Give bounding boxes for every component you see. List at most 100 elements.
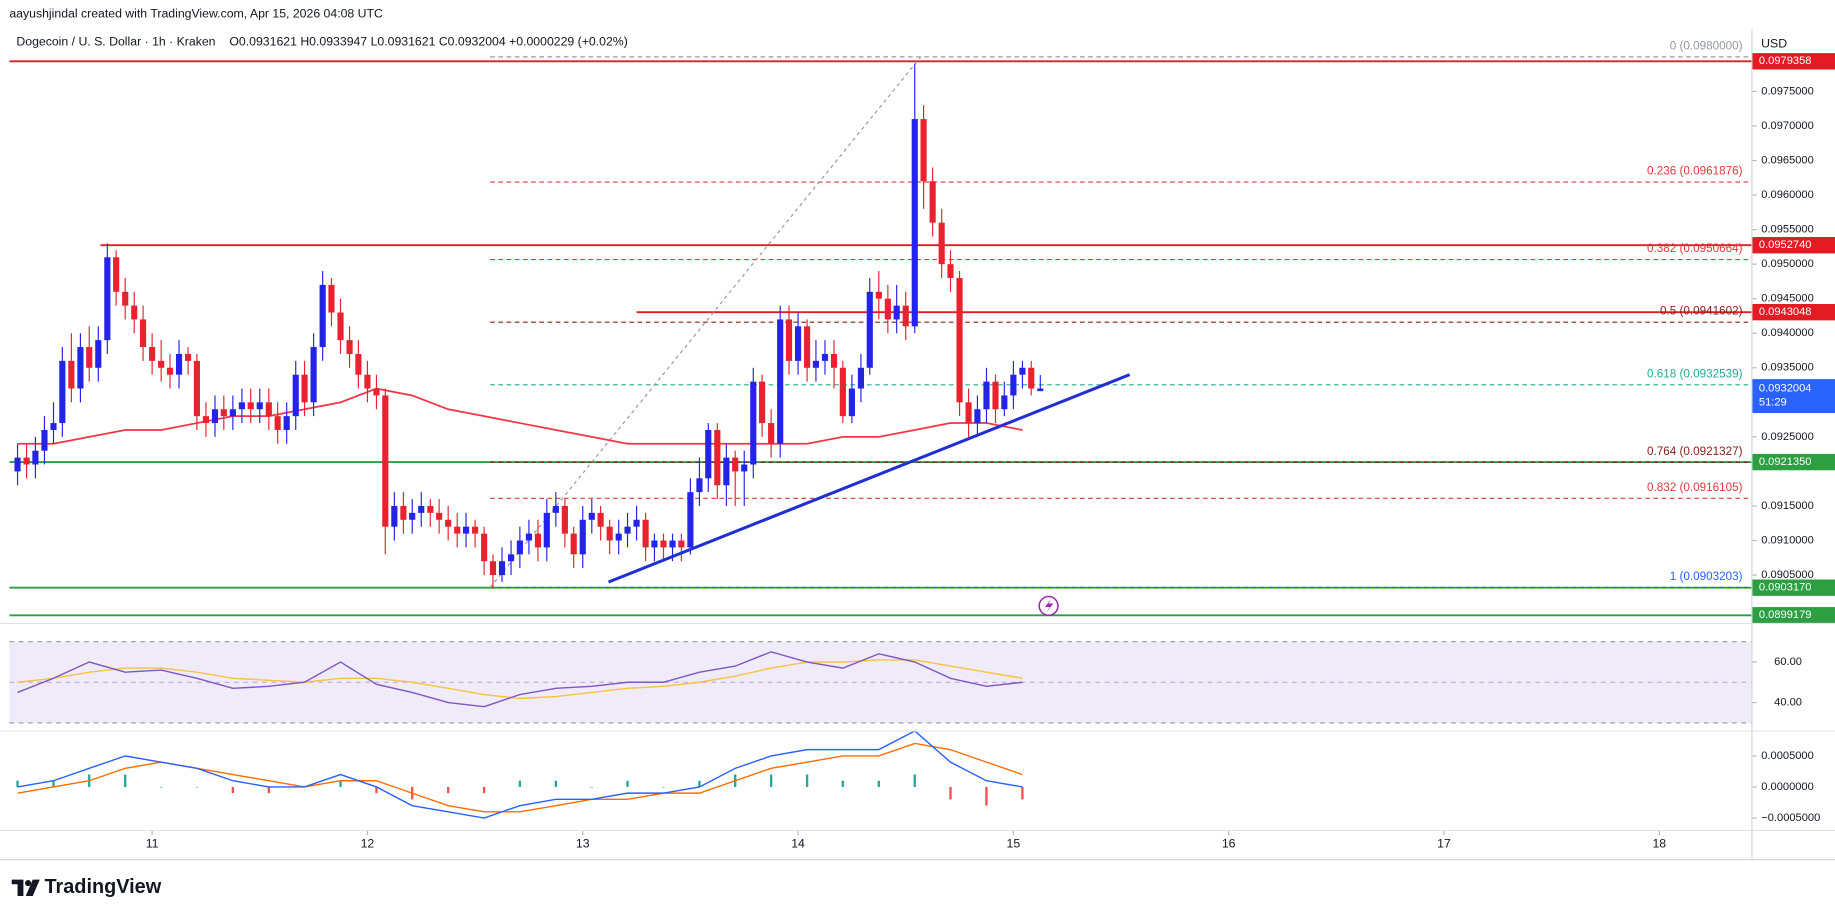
candle-body	[606, 526, 613, 541]
y-tick-label: 0.0915000	[1761, 500, 1814, 512]
candle-body	[857, 367, 865, 389]
candle-body	[77, 347, 84, 389]
candle-body	[821, 353, 829, 361]
level-tag-label: 0.0921350	[1759, 456, 1812, 468]
macd-histogram-bar	[769, 774, 773, 787]
x-tick-label: 18	[1652, 837, 1666, 851]
macd-histogram-bar	[124, 774, 127, 787]
candle-body	[785, 319, 793, 361]
candle-body	[983, 381, 990, 410]
x-tick-label: 13	[576, 837, 590, 851]
countdown: 51:29	[1759, 396, 1787, 408]
y-tick-label: 0.0940000	[1761, 327, 1814, 339]
ohlc-readout: O0.0931621 H0.0933947 L0.0931621 C0.0932…	[229, 34, 627, 48]
candle-body	[759, 381, 766, 424]
candle-body	[714, 429, 721, 486]
macd-histogram-bar	[231, 786, 235, 794]
fib-label: 0.832 (0.0916105)	[1647, 481, 1743, 494]
macd-histogram-bar	[267, 786, 270, 794]
candle-body	[229, 409, 236, 417]
candle-body	[534, 533, 542, 548]
x-tick-label: 15	[1007, 837, 1021, 851]
candle-body	[848, 388, 855, 417]
rsi-tick-label: 40.00	[1774, 697, 1802, 709]
candle-body	[794, 326, 802, 361]
candle-body	[113, 257, 120, 292]
candle-body	[561, 505, 568, 534]
trendline	[607, 373, 1131, 584]
y-tick-label: 0.0925000	[1761, 431, 1814, 443]
macd-histogram-bar	[913, 774, 916, 787]
candle-body	[489, 561, 497, 576]
macd-histogram-bar	[16, 780, 19, 787]
macd-histogram-bar	[590, 786, 593, 788]
candle-body	[956, 277, 963, 403]
candle-body	[938, 222, 945, 265]
candle-body	[947, 264, 954, 278]
rsi-ma-line	[17, 659, 1023, 700]
macd-histogram-bar	[518, 780, 522, 787]
x-tick-label: 12	[361, 837, 375, 851]
candle-body	[1001, 395, 1008, 410]
bolt-icon	[1038, 595, 1059, 616]
level-tag-label: 0.0899179	[1759, 609, 1812, 621]
candle-body	[409, 512, 416, 520]
candle-body	[427, 505, 434, 513]
candle-body	[310, 347, 317, 403]
macd-tick-label: 0.0005000	[1761, 750, 1814, 762]
y-tick-label: 0.0960000	[1761, 189, 1814, 201]
logo-mark	[25, 879, 40, 896]
candle-body	[481, 533, 488, 562]
panes: 11 12 13 14 15 16 17 18 0.0975000 0.0970000 0.0965…	[9, 39, 1835, 851]
x-tick-label: 16	[1222, 837, 1236, 851]
y-tick-label: 0.0975000	[1761, 85, 1814, 97]
candle-body	[696, 478, 703, 493]
candle-body	[274, 416, 281, 430]
fib-label: 1 (0.0903203)	[1670, 570, 1743, 583]
candle-body	[965, 402, 972, 424]
macd-line	[17, 730, 1023, 819]
level-tag-label: 0.0943048	[1759, 306, 1812, 318]
candle-body	[50, 423, 57, 430]
candle-body	[265, 402, 272, 417]
candle-body	[454, 526, 461, 534]
macd-histogram-bar	[662, 786, 665, 788]
candle-body	[678, 540, 685, 548]
macd-histogram-bar	[626, 780, 629, 787]
candle-body	[768, 423, 775, 444]
y-tick-label: 0.0955000	[1761, 224, 1814, 236]
fib-label: 0.5 (0.0941602)	[1660, 305, 1743, 318]
y-tick-label: 0.0945000	[1761, 293, 1814, 305]
candle-body	[139, 319, 147, 348]
last-price-label: 0.0932004	[1759, 382, 1812, 394]
candle-body	[382, 395, 389, 527]
macd-histogram-bar	[877, 780, 880, 787]
candle-body	[292, 374, 299, 417]
candle-body	[220, 409, 227, 417]
candle-body	[839, 367, 846, 417]
macd-tick-label: −0.0005000	[1761, 812, 1820, 824]
candle-body	[247, 402, 254, 410]
macd-histogram-bar	[52, 780, 55, 787]
candle-body	[400, 505, 407, 520]
candle-body	[705, 429, 712, 479]
candle-body	[122, 291, 129, 306]
candle-body	[1037, 388, 1044, 392]
candle-body	[202, 416, 210, 424]
candle-body	[732, 457, 739, 472]
level-tag	[1751, 237, 1835, 254]
candle-body	[1028, 367, 1035, 389]
candle-body	[633, 519, 640, 527]
macd-histogram-bar	[195, 786, 199, 788]
candle-body	[238, 402, 245, 410]
candle-body	[804, 326, 811, 368]
fib-label: 0 (0.0980000)	[1670, 39, 1743, 52]
candle-body	[884, 298, 891, 320]
ema-line	[17, 387, 1023, 445]
candle-body	[920, 119, 927, 182]
candle-body	[337, 312, 344, 341]
level-tag	[1751, 303, 1835, 321]
candle-body	[256, 402, 263, 410]
